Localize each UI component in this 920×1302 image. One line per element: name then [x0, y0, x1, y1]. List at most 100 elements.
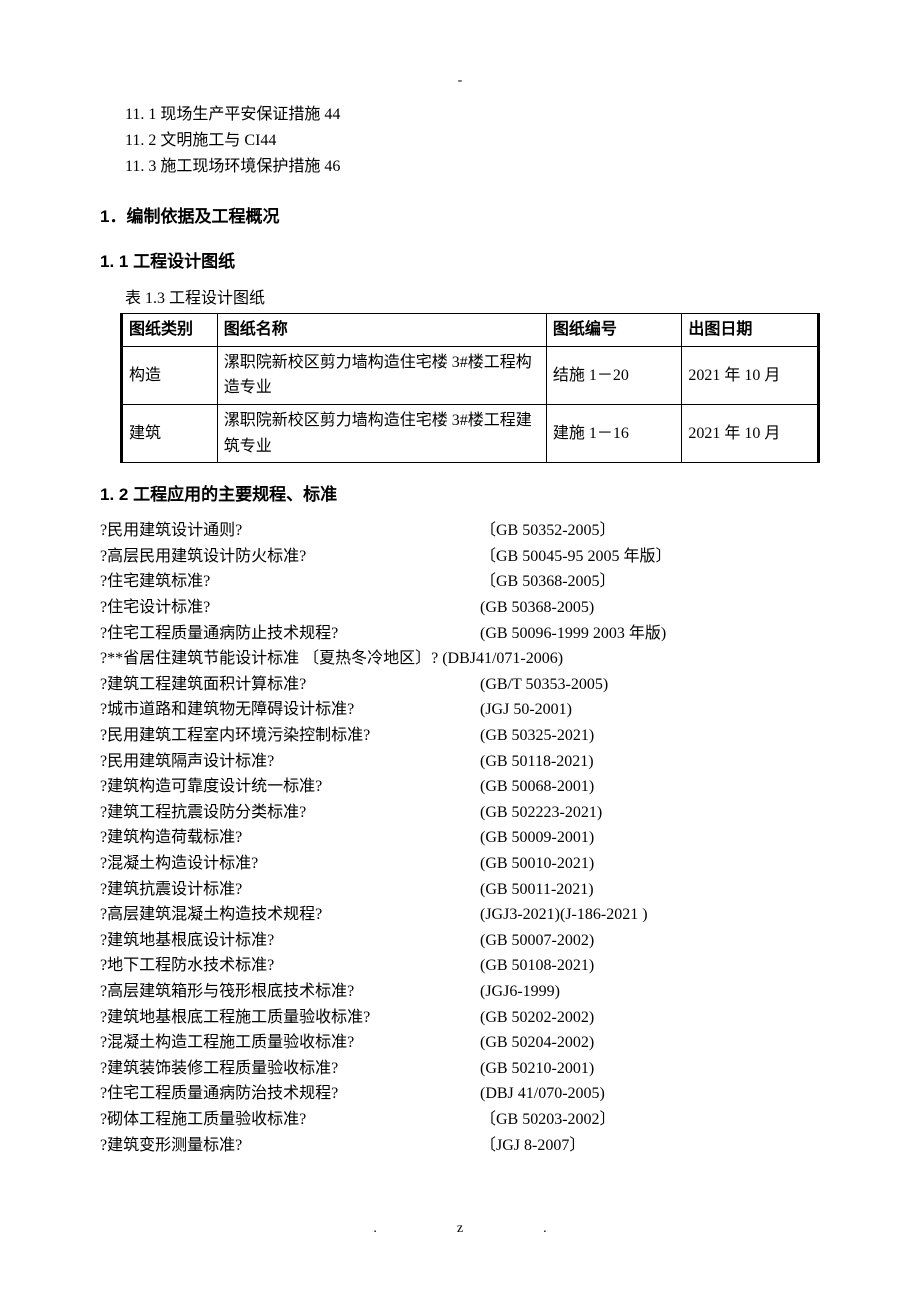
standard-code: (GB 50010-2021) [480, 851, 820, 877]
table-cell: 建施 1－16 [546, 404, 682, 462]
standard-name: ?高层建筑箱形与筏形根底技术标准? [100, 979, 480, 1005]
standard-name: ?砌体工程施工质量验收标准? [100, 1107, 480, 1133]
standard-row: ?城市道路和建筑物无障碍设计标准?(JGJ 50-2001) [100, 697, 820, 723]
page-bottom-marker: .z. [100, 1218, 820, 1240]
standard-name: ?建筑变形测量标准? [100, 1133, 480, 1159]
standard-code: (JGJ3-2021)(J-186-2021 ) [480, 902, 820, 928]
table-header-cell: 出图日期 [682, 314, 819, 347]
document-page: - 11. 1 现场生产平安保证措施 44 11. 2 文明施工与 CI44 1… [0, 0, 920, 1281]
standard-row: ?建筑工程抗震设防分类标准?(GB 502223-2021) [100, 800, 820, 826]
standard-code: (DBJ 41/070-2005) [480, 1081, 820, 1107]
standard-code: (JGJ6-1999) [480, 979, 820, 1005]
standard-row: ?民用建筑隔声设计标准? (GB 50118-2021) [100, 749, 820, 775]
standard-code: (GB 50210-2001) [480, 1056, 820, 1082]
section1-1-title: 1. 1 工程设计图纸 [100, 248, 820, 275]
standard-name: ?建筑地基根底工程施工质量验收标准? [100, 1005, 480, 1031]
standard-code: (GB 50007-2002) [480, 928, 820, 954]
standard-row: ?高层民用建筑设计防火标准?〔GB 50045-95 2005 年版〕 [100, 544, 820, 570]
bottom-marker-right: z. [457, 1221, 627, 1236]
standard-code: (GB/T 50353-2005) [480, 672, 820, 698]
standard-row: ?住宅设计标准?(GB 50368-2005) [100, 595, 820, 621]
standard-row: ?高层建筑箱形与筏形根底技术标准?(JGJ6-1999) [100, 979, 820, 1005]
standard-row: ?建筑构造荷载标准?(GB 50009-2001) [100, 825, 820, 851]
standard-code: (GB 50368-2005) [480, 595, 820, 621]
standard-name: ?建筑抗震设计标准? [100, 877, 480, 903]
outline-item: 11. 1 现场生产平安保证措施 44 [125, 102, 820, 128]
standard-row: ?建筑装饰装修工程质量验收标准?(GB 50210-2001) [100, 1056, 820, 1082]
standard-row: ?民用建筑工程室内环境污染控制标准?(GB 50325-2021) [100, 723, 820, 749]
table-header-cell: 图纸名称 [217, 314, 546, 347]
standard-name: ?城市道路和建筑物无障碍设计标准? [100, 697, 480, 723]
standard-row: ?建筑构造可靠度设计统一标准?(GB 50068-2001) [100, 774, 820, 800]
standard-code: (GB 50325-2021) [480, 723, 820, 749]
standard-row: ?地下工程防水技术标准?(GB 50108-2021) [100, 953, 820, 979]
standard-row: ?民用建筑设计通则?〔GB 50352-2005〕 [100, 518, 820, 544]
standards-list: ?民用建筑设计通则?〔GB 50352-2005〕?高层民用建筑设计防火标准?〔… [100, 518, 820, 1158]
standard-row: ?混凝土构造设计标准?(GB 50010-2021) [100, 851, 820, 877]
standard-name: ?民用建筑隔声设计标准? [100, 749, 480, 775]
standard-code: 〔GB 50352-2005〕 [480, 518, 820, 544]
standard-name: ?住宅设计标准? [100, 595, 480, 621]
standard-code: 〔GB 50368-2005〕 [480, 569, 820, 595]
outline-item: 11. 3 施工现场环境保护措施 46 [125, 154, 820, 180]
standard-name: ?民用建筑设计通则? [100, 518, 480, 544]
standard-row: ?**省居住建筑节能设计标准 〔夏热冬冷地区〕? (DBJ41/071-2006… [100, 646, 820, 672]
standard-code: 〔GB 50045-95 2005 年版〕 [480, 544, 820, 570]
standard-code: (GB 50204-2002) [480, 1030, 820, 1056]
standard-name: ?建筑地基根底设计标准? [100, 928, 480, 954]
standard-name: ?建筑工程建筑面积计算标准? [100, 672, 480, 698]
standard-row: ?砌体工程施工质量验收标准?〔GB 50203-2002〕 [100, 1107, 820, 1133]
standard-code: (GB 502223-2021) [480, 800, 820, 826]
standard-row: ?住宅工程质量通病防治技术规程?(DBJ 41/070-2005) [100, 1081, 820, 1107]
standard-name: ?混凝土构造设计标准? [100, 851, 480, 877]
standard-name: ?高层民用建筑设计防火标准? [100, 544, 480, 570]
standard-name: ?地下工程防水技术标准? [100, 953, 480, 979]
table-header-cell: 图纸类别 [122, 314, 218, 347]
standard-code: (GB 50118-2021) [480, 749, 820, 775]
standard-name: ?民用建筑工程室内环境污染控制标准? [100, 723, 480, 749]
standard-row: ?混凝土构造工程施工质量验收标准?(GB 50204-2002) [100, 1030, 820, 1056]
standard-name: ?住宅工程质量通病防止技术规程? [100, 621, 480, 647]
table-cell: 构造 [122, 346, 218, 404]
standard-code: 〔JGJ 8-2007〕 [480, 1133, 820, 1159]
table-header-row: 图纸类别 图纸名称 图纸编号 出图日期 [122, 314, 819, 347]
page-top-marker: - [100, 70, 820, 92]
standard-row: ?住宅建筑标准?〔GB 50368-2005〕 [100, 569, 820, 595]
standard-name: ?住宅建筑标准? [100, 569, 480, 595]
section1-title: 1．编制依据及工程概况 [100, 203, 820, 230]
table-cell: 2021 年 10 月 [682, 404, 819, 462]
standard-row: ?建筑地基根底设计标准?(GB 50007-2002) [100, 928, 820, 954]
standard-code: (GB 50011-2021) [480, 877, 820, 903]
table-row: 建筑 漯职院新校区剪力墙构造住宅楼 3#楼工程建筑专业 建施 1－16 2021… [122, 404, 819, 462]
standard-code: 〔GB 50203-2002〕 [480, 1107, 820, 1133]
outline-block: 11. 1 现场生产平安保证措施 44 11. 2 文明施工与 CI44 11.… [100, 102, 820, 179]
standard-code: (GB 50108-2021) [480, 953, 820, 979]
bottom-marker-left: . [373, 1221, 457, 1236]
standard-name: ?建筑工程抗震设防分类标准? [100, 800, 480, 826]
table-cell: 2021 年 10 月 [682, 346, 819, 404]
standard-row: ?建筑地基根底工程施工质量验收标准?(GB 50202-2002) [100, 1005, 820, 1031]
standard-code: (GB 50009-2001) [480, 825, 820, 851]
standard-row: ?建筑抗震设计标准?(GB 50011-2021) [100, 877, 820, 903]
standard-name: ?建筑构造可靠度设计统一标准? [100, 774, 480, 800]
standard-row: ?高层建筑混凝土构造技术规程?(JGJ3-2021)(J-186-2021 ) [100, 902, 820, 928]
standard-code: (JGJ 50-2001) [480, 697, 820, 723]
standard-row: ?住宅工程质量通病防止技术规程?(GB 50096-1999 2003 年版) [100, 621, 820, 647]
standard-name: ?建筑装饰装修工程质量验收标准? [100, 1056, 480, 1082]
standard-code: (GB 50096-1999 2003 年版) [480, 621, 820, 647]
standard-code: (GB 50068-2001) [480, 774, 820, 800]
design-drawings-table: 图纸类别 图纸名称 图纸编号 出图日期 构造 漯职院新校区剪力墙构造住宅楼 3#… [120, 313, 820, 463]
table-cell: 建筑 [122, 404, 218, 462]
standard-name: ?住宅工程质量通病防治技术规程? [100, 1081, 480, 1107]
table-cell: 结施 1－20 [546, 346, 682, 404]
standard-name: ?高层建筑混凝土构造技术规程? [100, 902, 480, 928]
table-header-cell: 图纸编号 [546, 314, 682, 347]
standard-row: ?建筑工程建筑面积计算标准?(GB/T 50353-2005) [100, 672, 820, 698]
standard-code: (GB 50202-2002) [480, 1005, 820, 1031]
table-cell: 漯职院新校区剪力墙构造住宅楼 3#楼工程建筑专业 [217, 404, 546, 462]
standard-name: ?混凝土构造工程施工质量验收标准? [100, 1030, 480, 1056]
table-caption: 表 1.3 工程设计图纸 [125, 286, 820, 312]
standard-name: ?建筑构造荷载标准? [100, 825, 480, 851]
table-row: 构造 漯职院新校区剪力墙构造住宅楼 3#楼工程构造专业 结施 1－20 2021… [122, 346, 819, 404]
standard-name: ?**省居住建筑节能设计标准 〔夏热冬冷地区〕? (DBJ41/071-2006… [100, 646, 820, 672]
